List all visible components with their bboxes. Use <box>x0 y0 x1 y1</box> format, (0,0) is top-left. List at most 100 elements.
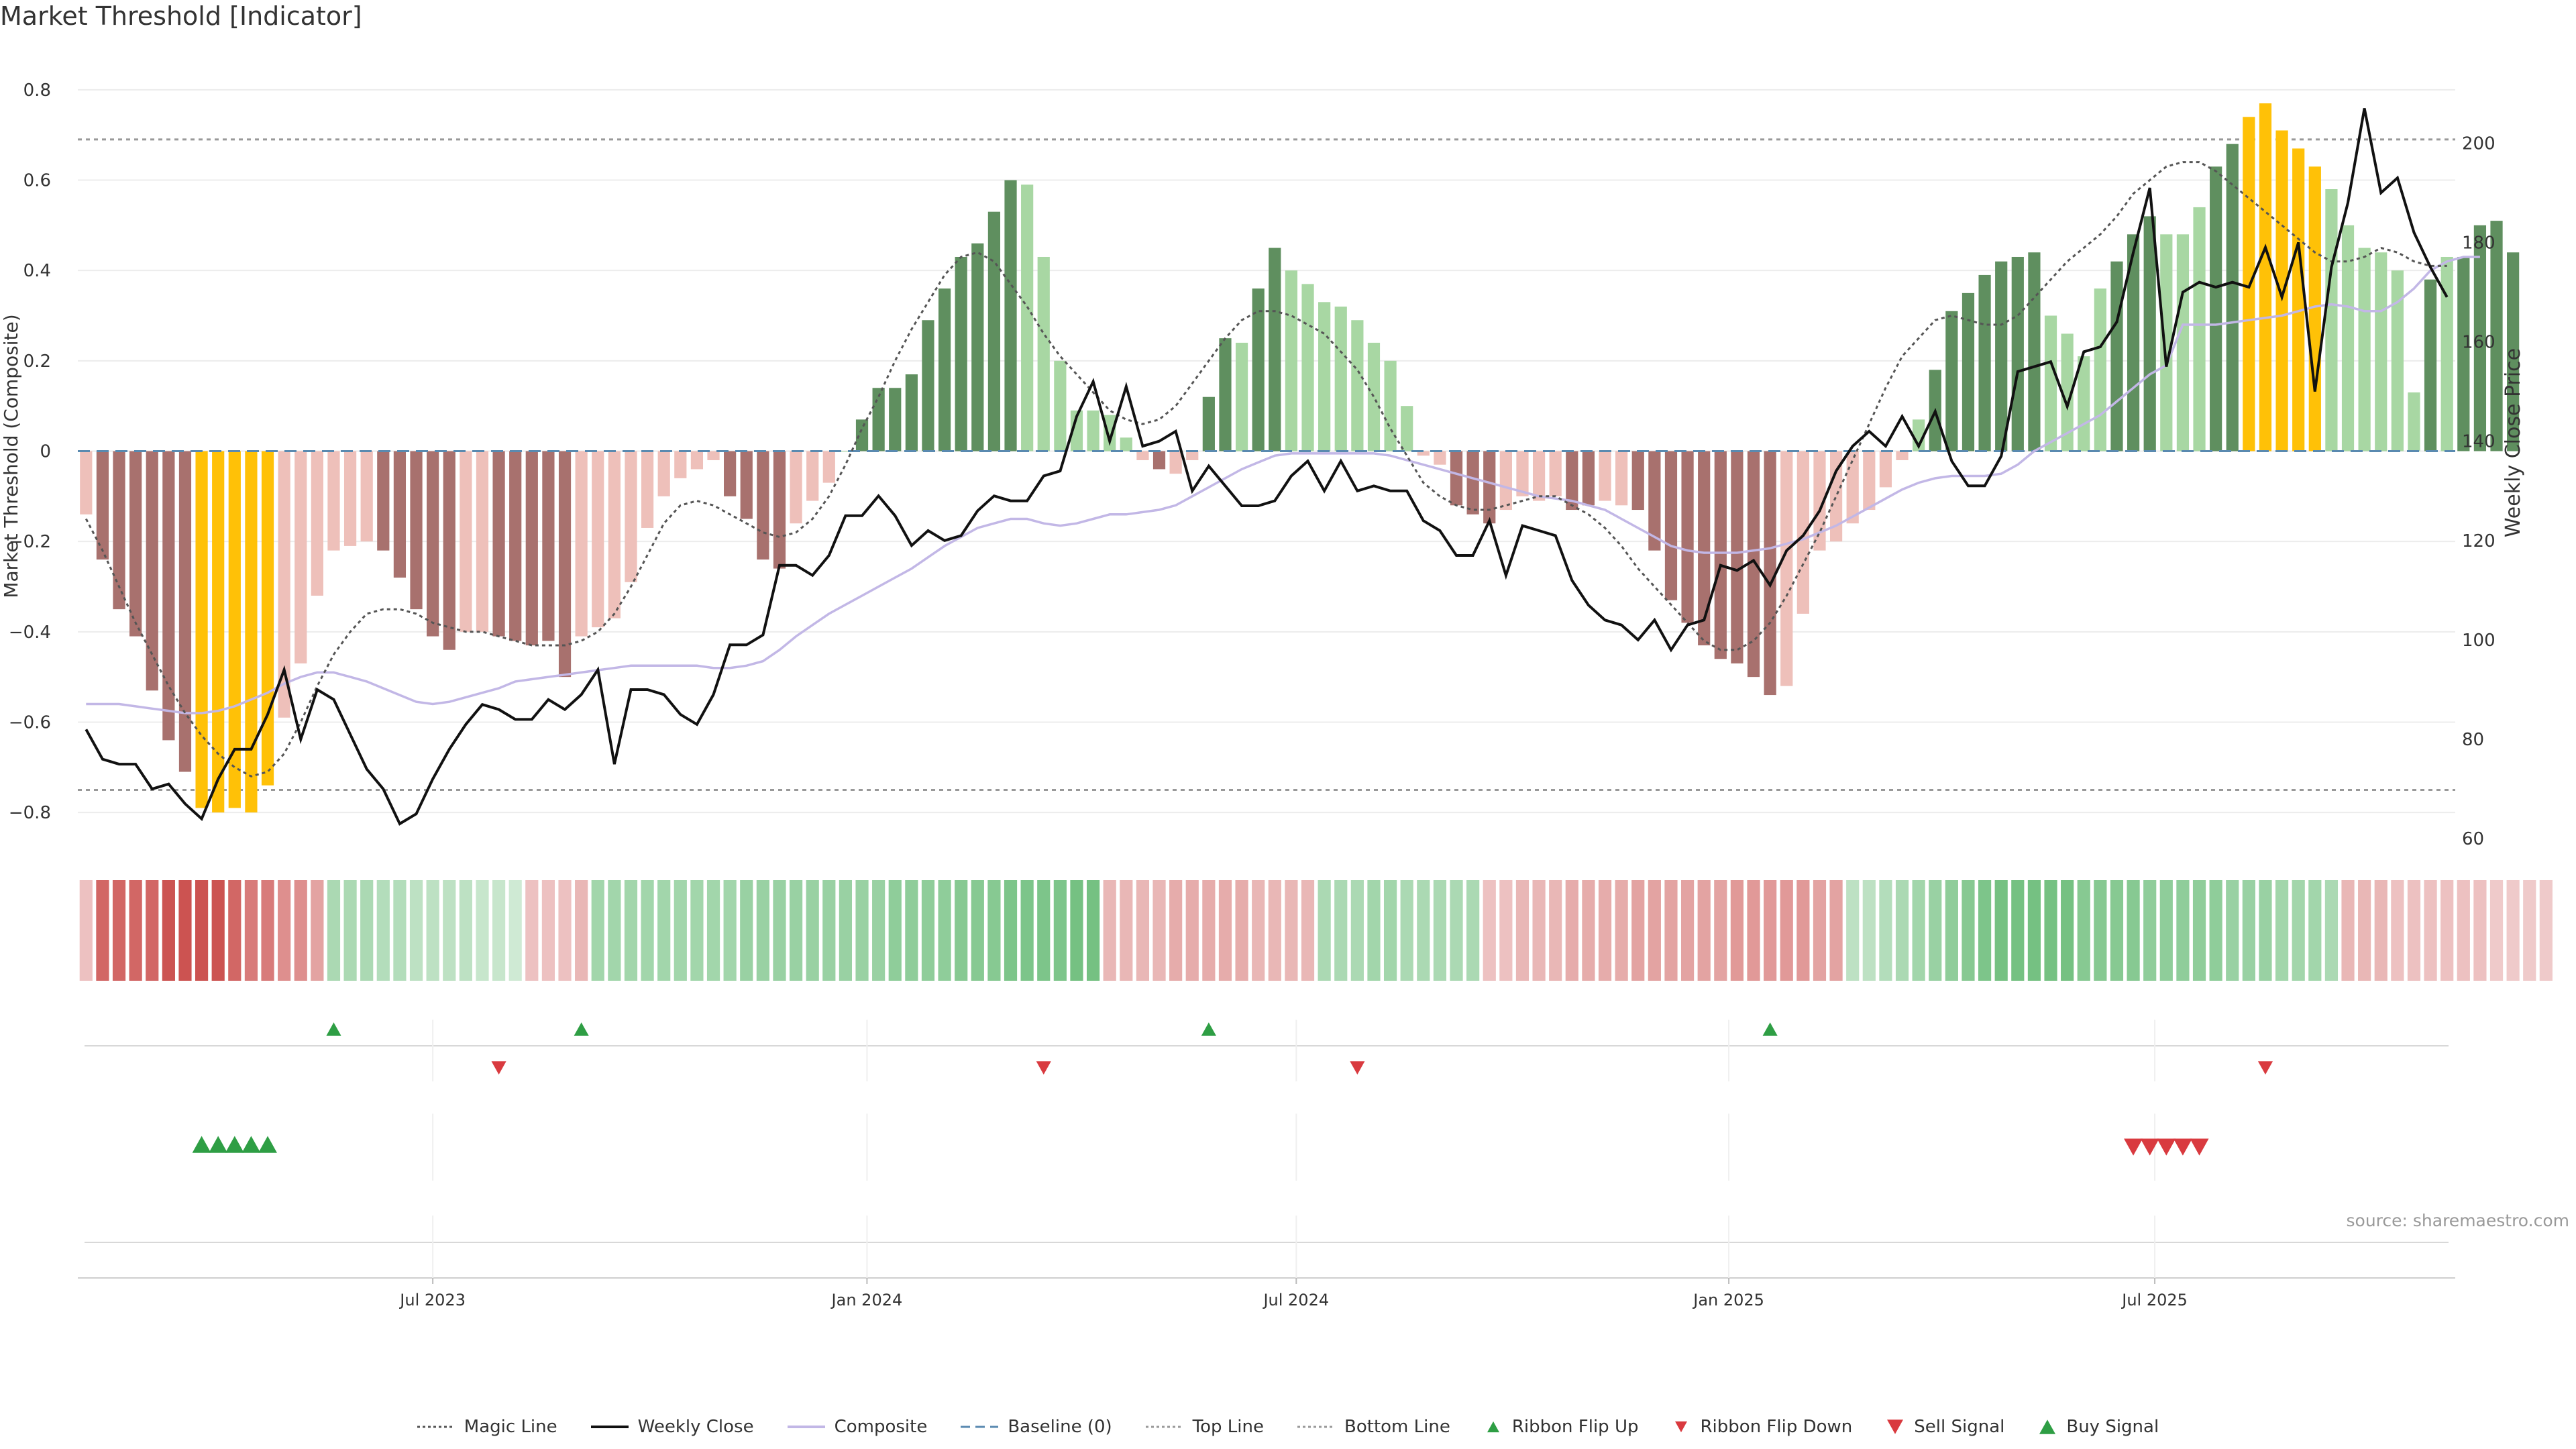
ribbon-flip-up-marker <box>574 1022 589 1036</box>
composite-bar <box>1764 451 1776 696</box>
composite-bar <box>1004 180 1017 451</box>
ribbon-cell <box>971 880 984 981</box>
composite-bar <box>855 419 869 451</box>
composite-bar <box>2473 225 2487 451</box>
composite-bar <box>1169 451 1182 474</box>
ribbon-cell <box>756 880 769 981</box>
ribbon-cell <box>1499 880 1513 981</box>
y-tick-label: −0.4 <box>9 623 51 643</box>
composite-bar <box>278 451 290 718</box>
ribbon-cell <box>1796 880 1810 981</box>
composite-bar <box>2308 166 2321 451</box>
legend-item: Bottom Line <box>1297 1417 1450 1437</box>
ribbon-cell <box>921 880 935 981</box>
ribbon-cell <box>79 880 93 981</box>
legend-item: Composite <box>787 1417 927 1437</box>
legend-swatch <box>417 1426 455 1428</box>
composite-bar <box>905 374 918 451</box>
legend-swatch <box>1887 1419 1904 1434</box>
ribbon-cell <box>2424 880 2437 981</box>
composite-bar <box>2193 207 2206 451</box>
y-axis-label: Market Threshold (Composite) <box>0 314 22 598</box>
ribbon-cell <box>2374 880 2387 981</box>
composite-bar <box>773 451 786 569</box>
composite-bar <box>146 451 158 691</box>
ribbon-cell <box>2143 880 2157 981</box>
composite-bar <box>1070 410 1083 451</box>
ribbon-cell <box>2358 880 2371 981</box>
y2-tick-label: 80 <box>2462 730 2484 750</box>
legend-label: Buy Signal <box>2066 1417 2159 1437</box>
composite-bar <box>1334 307 1347 451</box>
grid-layer <box>78 89 2455 814</box>
ribbon-cell <box>575 880 588 981</box>
ribbon-cell <box>492 880 506 981</box>
composite-bar <box>1434 451 1446 465</box>
composite-bar <box>1466 451 1479 515</box>
composite-bar <box>2375 252 2387 451</box>
ribbon-cell <box>1978 880 1992 981</box>
composite-bar <box>343 451 357 546</box>
composite-bar <box>2094 288 2106 451</box>
composite-line <box>86 256 2480 714</box>
composite-bar <box>2507 252 2520 451</box>
composite-bar <box>2127 234 2140 451</box>
composite-bar <box>2061 333 2074 451</box>
sell-signal-marker <box>2157 1138 2176 1156</box>
y-tick-label: 0.2 <box>23 352 51 372</box>
legend-item: Ribbon Flip Up <box>1484 1417 1638 1437</box>
composite-bar <box>1252 288 1265 451</box>
composite-bar <box>443 451 455 650</box>
ribbon-cell <box>278 880 291 981</box>
composite-bar <box>2341 225 2355 451</box>
ribbon-cell <box>1664 880 1678 981</box>
ribbon-cell <box>2473 880 2487 981</box>
ribbon-cell <box>525 880 539 981</box>
composite-bar <box>509 451 522 641</box>
ribbon-cell <box>2489 880 2504 981</box>
composite-bar <box>360 451 373 542</box>
ribbon-cell <box>2308 880 2322 981</box>
ribbon-cell <box>2275 880 2289 981</box>
ribbon-cell <box>955 880 968 981</box>
ribbon-cell <box>1086 880 1100 981</box>
ribbon-cell <box>541 880 555 981</box>
y-tick-label: 0.4 <box>23 261 51 281</box>
composite-bar <box>410 451 423 610</box>
legend-item: Sell Signal <box>1886 1417 2004 1437</box>
composite-bar <box>542 451 555 641</box>
ribbon-cell <box>1301 880 1315 981</box>
ribbon-cell <box>2011 880 2025 981</box>
ribbon-cell <box>1945 880 1958 981</box>
composite-bar <box>938 288 951 451</box>
ribbon-cell <box>839 880 853 981</box>
y2-tick-label: 180 <box>2462 233 2496 253</box>
ribbon-cell <box>2094 880 2107 981</box>
composite-bar <box>724 451 737 496</box>
composite-bar <box>1582 451 1595 506</box>
ribbon-cell <box>1169 880 1183 981</box>
threshold-lines <box>78 138 2455 791</box>
composite-bar <box>261 451 274 786</box>
composite-bar <box>113 451 125 610</box>
composite-bar <box>2110 261 2123 451</box>
x-tick-label: Jul 2023 <box>398 1291 466 1309</box>
y-tick-label: −0.2 <box>9 532 51 552</box>
composite-bar <box>1796 451 1809 614</box>
ribbon-cell <box>376 880 390 981</box>
composite-bar <box>1829 451 1843 542</box>
ribbon-flip-up-marker <box>1762 1022 1778 1036</box>
legend-item: Ribbon Flip Down <box>1672 1417 1852 1437</box>
ribbon-cell <box>96 880 109 981</box>
ribbon-cell <box>987 880 1001 981</box>
ribbon-cell <box>773 880 786 981</box>
ribbon-cell <box>1994 880 2008 981</box>
ribbon-cell <box>591 880 604 981</box>
ribbon-cell <box>1483 880 1496 981</box>
legend: Magic Line Weekly Close Composite Baseline … <box>0 1417 2576 1437</box>
ribbon-cell <box>1004 880 1018 981</box>
composite-bar <box>294 451 307 663</box>
y2-tick-label: 100 <box>2462 631 2496 651</box>
legend-item: Weekly Close <box>590 1417 754 1437</box>
ribbon-cell <box>1648 880 1661 981</box>
